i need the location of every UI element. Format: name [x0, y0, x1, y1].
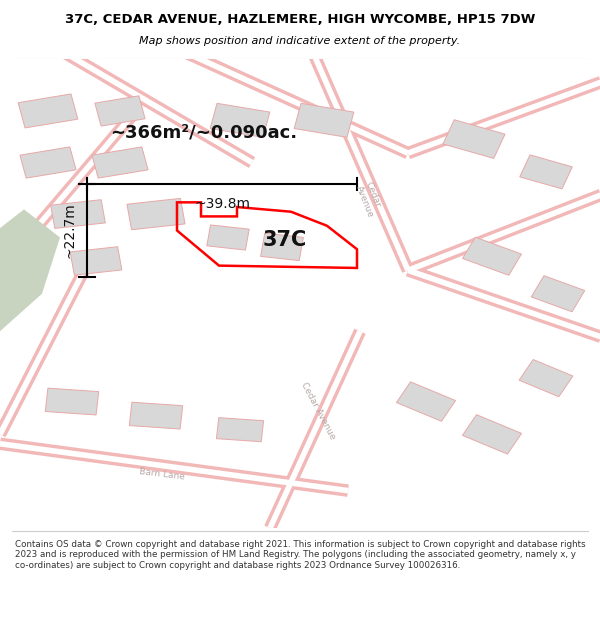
Bar	[519, 359, 573, 397]
Bar	[520, 155, 572, 189]
Text: Barn Lane: Barn Lane	[139, 467, 185, 481]
Bar	[217, 418, 263, 442]
Bar	[531, 276, 585, 312]
Text: Cedar
Avenue: Cedar Avenue	[354, 181, 385, 219]
Text: 37C: 37C	[263, 230, 307, 250]
Bar	[397, 382, 455, 421]
Text: ~366m²/~0.090ac.: ~366m²/~0.090ac.	[110, 123, 298, 141]
Bar	[18, 94, 78, 128]
Text: ~39.8m: ~39.8m	[194, 197, 250, 211]
Bar	[210, 103, 270, 138]
Text: Contains OS data © Crown copyright and database right 2021. This information is : Contains OS data © Crown copyright and d…	[15, 540, 586, 569]
Bar	[463, 414, 521, 454]
Bar	[443, 120, 505, 158]
Text: 37C, CEDAR AVENUE, HAZLEMERE, HIGH WYCOMBE, HP15 7DW: 37C, CEDAR AVENUE, HAZLEMERE, HIGH WYCOM…	[65, 13, 535, 26]
Bar	[127, 198, 185, 230]
Bar	[95, 96, 145, 126]
Bar	[260, 233, 304, 261]
Bar	[45, 388, 99, 415]
Bar	[463, 238, 521, 275]
Bar	[20, 147, 76, 178]
Bar	[207, 225, 249, 250]
Bar	[129, 402, 183, 429]
Polygon shape	[0, 209, 60, 331]
Bar	[70, 247, 122, 275]
Bar	[92, 147, 148, 178]
Bar	[50, 199, 106, 229]
Text: Cedar Avenue: Cedar Avenue	[299, 381, 337, 441]
Text: Map shows position and indicative extent of the property.: Map shows position and indicative extent…	[139, 36, 461, 46]
Bar	[294, 103, 354, 138]
Text: ~22.7m: ~22.7m	[62, 202, 76, 258]
